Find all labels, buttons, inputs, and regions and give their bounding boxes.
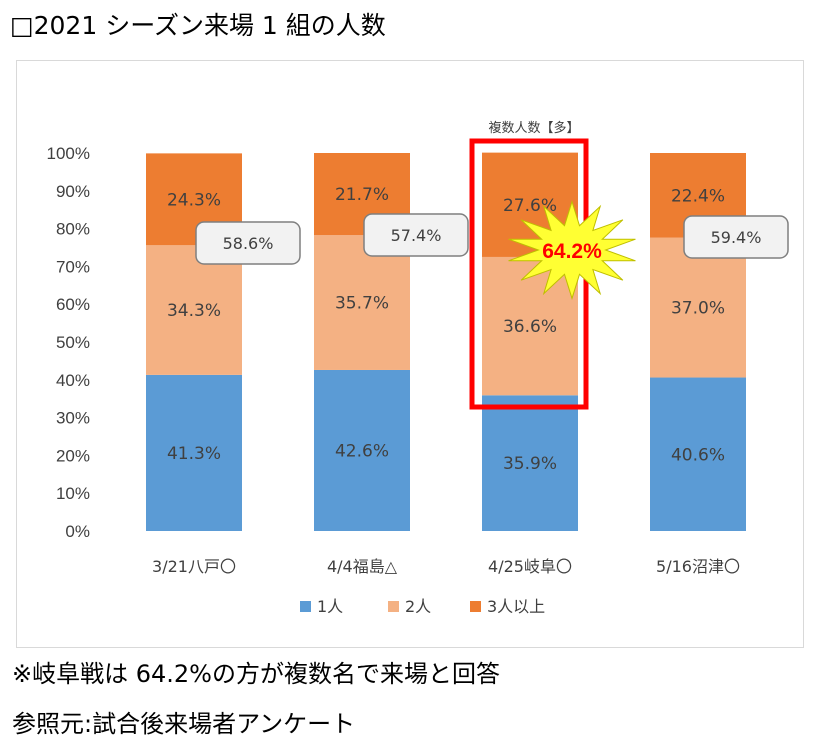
data-label: 21.7% (335, 185, 389, 205)
legend-swatch (470, 601, 481, 612)
legend-label: 1人 (317, 597, 343, 616)
data-label: 24.3% (167, 190, 221, 210)
page-title: □2021 シーズン来場 1 組の人数 (10, 11, 386, 40)
data-label: 36.6% (503, 317, 557, 337)
percentage-callout (363, 213, 469, 257)
bar-segment (482, 256, 578, 396)
legend-label: 2人 (405, 597, 431, 616)
y-tick-label: 20% (56, 446, 90, 465)
callout-label: 58.6% (223, 234, 274, 253)
x-tick-label: 3/21八戸〇 (152, 557, 236, 576)
legend-label: 3人以上 (487, 597, 545, 616)
y-tick-label: 100% (47, 144, 90, 163)
callout-label: 57.4% (391, 226, 442, 245)
data-label: 42.6% (335, 441, 389, 461)
y-tick-label: 80% (56, 220, 90, 239)
y-tick-label: 0% (65, 522, 90, 541)
bar-segment (146, 374, 242, 531)
bar-segment (650, 237, 746, 378)
legend-swatch (388, 601, 399, 612)
x-tick-label: 4/4福島△ (327, 557, 398, 576)
footnote-gifu: ※岐阜戦は 64.2%の方が複数名で来場と回答 (12, 660, 500, 688)
y-tick-label: 70% (56, 257, 90, 276)
data-label: 41.3% (167, 444, 221, 464)
bar-segment (146, 245, 242, 375)
data-label: 37.0% (671, 299, 725, 319)
percentage-callout (683, 215, 789, 259)
data-label: 34.3% (167, 301, 221, 321)
bar-segment (314, 369, 410, 531)
data-label: 35.9% (503, 454, 557, 474)
x-tick-label: 5/16沼津〇 (656, 557, 740, 576)
starburst-label: 64.2% (542, 240, 602, 263)
y-tick-label: 30% (56, 409, 90, 428)
bar-segment (482, 395, 578, 531)
data-label: 22.4% (671, 186, 725, 206)
x-tick-label: 4/25岐阜〇 (488, 557, 572, 576)
y-tick-label: 10% (56, 484, 90, 503)
callout-label: 59.4% (711, 228, 762, 247)
data-label: 35.7% (335, 293, 389, 313)
bar-segment (314, 235, 410, 370)
legend-swatch (300, 601, 311, 612)
percentage-callout (195, 221, 301, 265)
starburst-shape (508, 199, 636, 301)
source-note: 参照元:試合後来場者アンケート (12, 710, 356, 738)
highlight-annotation: 複数人数【多】 (488, 120, 579, 136)
data-label: 40.6% (671, 445, 725, 465)
y-tick-label: 50% (56, 333, 90, 352)
bar-segment (650, 377, 746, 531)
y-tick-label: 90% (56, 182, 90, 201)
y-tick-label: 40% (56, 371, 90, 390)
data-label: 27.6% (503, 196, 557, 216)
y-tick-label: 60% (56, 295, 90, 314)
